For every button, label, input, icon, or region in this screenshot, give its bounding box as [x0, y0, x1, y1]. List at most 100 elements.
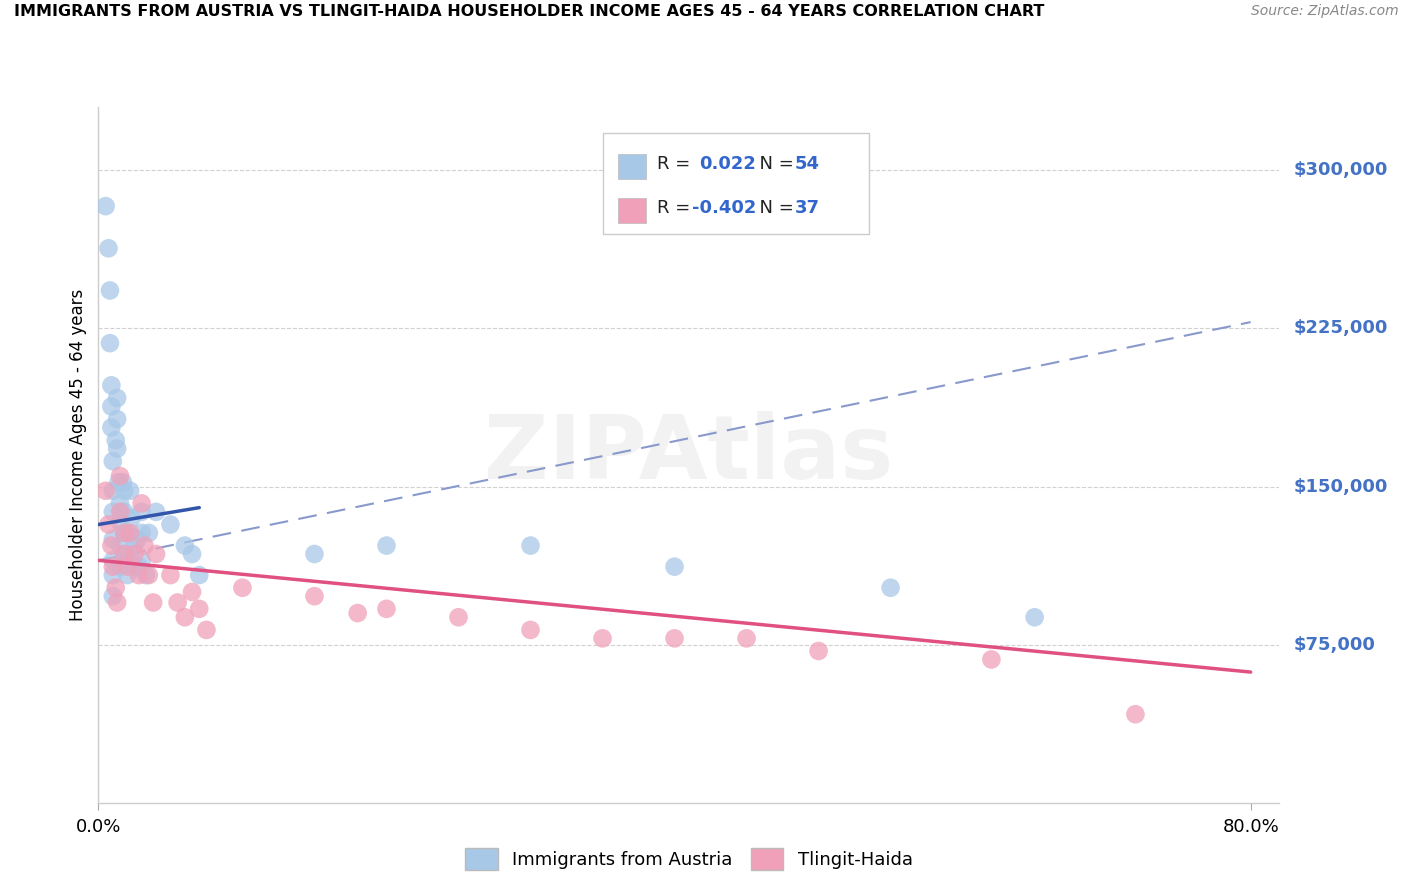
Point [128, 559, 150, 574]
Point [100, 539, 122, 553]
Point [145, 505, 167, 519]
Point [173, 610, 195, 624]
Point [94, 199, 117, 213]
Point [195, 623, 218, 637]
Point [304, 589, 326, 603]
Point [105, 442, 128, 456]
Text: ZIPAtlas: ZIPAtlas [484, 411, 894, 499]
Point [166, 595, 188, 609]
Point [112, 525, 135, 540]
Point [105, 391, 128, 405]
Point [447, 610, 470, 624]
Point [101, 483, 124, 498]
Point [134, 539, 156, 553]
Text: IMMIGRANTS FROM AUSTRIA VS TLINGIT-HAIDA HOUSEHOLDER INCOME AGES 45 - 64 YEARS C: IMMIGRANTS FROM AUSTRIA VS TLINGIT-HAIDA… [14, 4, 1045, 20]
Point [112, 483, 135, 498]
Point [375, 539, 398, 553]
Point [105, 412, 128, 426]
Point [110, 505, 132, 519]
Text: 37: 37 [794, 199, 820, 217]
Point [346, 606, 368, 620]
Point [664, 559, 686, 574]
Point [120, 525, 142, 540]
Point [124, 547, 146, 561]
Point [142, 595, 165, 609]
Point [159, 568, 181, 582]
Point [100, 400, 122, 414]
Point [124, 539, 146, 553]
Point [131, 553, 153, 567]
Point [105, 595, 128, 609]
Text: R =: R = [657, 155, 702, 173]
Point [980, 652, 1002, 666]
Point [181, 585, 204, 599]
Point [131, 525, 153, 540]
Legend: Immigrants from Austria, Tlingit-Haida: Immigrants from Austria, Tlingit-Haida [458, 841, 920, 877]
Point [111, 475, 134, 490]
Point [100, 378, 122, 392]
Point [592, 632, 614, 646]
Point [104, 433, 127, 447]
Point [188, 602, 211, 616]
Point [664, 632, 686, 646]
Text: $150,000: $150,000 [1294, 477, 1388, 496]
Point [138, 568, 160, 582]
Point [112, 525, 135, 540]
Point [108, 559, 131, 574]
Point [131, 505, 153, 519]
Point [94, 483, 117, 498]
Text: N =: N = [748, 155, 800, 173]
Point [131, 496, 153, 510]
Point [879, 581, 901, 595]
Point [101, 454, 124, 468]
Point [112, 547, 135, 561]
Point [115, 568, 138, 582]
Text: N =: N = [748, 199, 800, 217]
Point [98, 336, 121, 351]
Point [519, 623, 541, 637]
Point [97, 241, 120, 255]
Point [101, 589, 124, 603]
Point [101, 559, 124, 574]
Point [807, 644, 830, 658]
Point [138, 525, 160, 540]
Point [135, 568, 157, 582]
Text: $300,000: $300,000 [1294, 161, 1388, 179]
Point [188, 568, 211, 582]
Point [108, 539, 131, 553]
Point [181, 547, 204, 561]
Point [173, 539, 195, 553]
Point [519, 539, 541, 553]
Point [101, 568, 124, 582]
Point [145, 547, 167, 561]
Point [104, 581, 127, 595]
Text: Source: ZipAtlas.com: Source: ZipAtlas.com [1251, 4, 1399, 19]
Point [735, 632, 758, 646]
Point [115, 525, 138, 540]
Point [108, 516, 131, 530]
Text: -0.402: -0.402 [692, 199, 756, 217]
Point [124, 559, 146, 574]
Point [1024, 610, 1046, 624]
Point [108, 496, 131, 510]
Text: 0.022: 0.022 [699, 155, 756, 173]
Point [121, 511, 143, 525]
Point [112, 547, 135, 561]
Point [101, 533, 124, 547]
Point [159, 517, 181, 532]
Point [101, 505, 124, 519]
Point [231, 581, 253, 595]
Point [127, 533, 149, 547]
Point [115, 559, 138, 574]
Point [112, 505, 135, 519]
Text: 54: 54 [794, 155, 820, 173]
Point [120, 483, 142, 498]
Y-axis label: Householder Income Ages 45 - 64 years: Householder Income Ages 45 - 64 years [69, 289, 87, 621]
Point [108, 469, 131, 483]
Point [304, 547, 326, 561]
Text: $75,000: $75,000 [1294, 636, 1375, 654]
Point [97, 517, 120, 532]
Point [375, 602, 398, 616]
Point [107, 475, 129, 490]
Point [1125, 707, 1147, 722]
